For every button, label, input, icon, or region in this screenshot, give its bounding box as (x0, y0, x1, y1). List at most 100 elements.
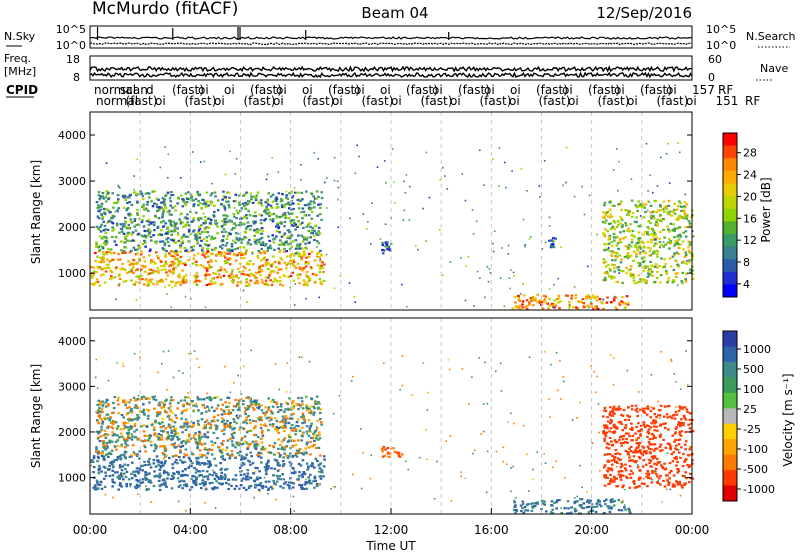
echo-cell (235, 442, 239, 445)
echo-cell (111, 427, 115, 430)
echo-cell-sparse (117, 445, 119, 447)
echo-cell (309, 424, 313, 428)
echo-cell (292, 258, 295, 261)
echo-cell (136, 418, 139, 421)
echo-cell (611, 463, 614, 466)
echo-cell (650, 241, 653, 244)
echo-cell (200, 398, 203, 401)
echo-cell (288, 212, 291, 215)
echo-cell-sparse (202, 212, 205, 215)
echo-cell (626, 476, 629, 480)
echo-cell (277, 247, 280, 250)
echo-cell (245, 431, 249, 434)
echo-cell (613, 423, 616, 426)
echo-cell (102, 445, 105, 448)
echo-cell (204, 216, 207, 219)
echo-cell (320, 283, 323, 286)
echo-cell (126, 401, 129, 404)
echo-cell (652, 244, 656, 248)
echo-cell (224, 260, 227, 263)
echo-cell (244, 207, 247, 210)
echo-cell (202, 484, 206, 487)
echo-cell (212, 214, 215, 217)
echo-cell (678, 431, 682, 434)
echo-cell-sparse (539, 196, 541, 198)
echo-cell (279, 444, 282, 447)
echo-cell (320, 423, 323, 426)
echo-cell (317, 401, 320, 404)
echo-cell (128, 232, 131, 235)
echo-cell (116, 425, 120, 428)
echo-cell-sparse (439, 178, 441, 181)
echo-cell (279, 283, 282, 286)
echo-cell (171, 262, 175, 265)
echo-cell (136, 480, 140, 483)
echo-cell (289, 408, 293, 411)
echo-cell (289, 413, 293, 416)
echo-cell (303, 204, 307, 207)
echo-cell-sparse (288, 439, 290, 441)
echo-cell (184, 428, 188, 431)
echo-cell (205, 267, 208, 270)
echo-cell (115, 222, 119, 225)
echo-cell (258, 418, 261, 421)
echo-cell (159, 426, 163, 429)
echo-cell (517, 294, 520, 297)
echo-cell (242, 253, 246, 256)
echo-cell (252, 403, 256, 406)
echo-cell (621, 429, 624, 432)
echo-cell (607, 447, 611, 450)
echo-cell (173, 421, 177, 424)
echo-cell (126, 406, 129, 409)
echo-cell-sparse (338, 394, 341, 397)
echo-cell (628, 510, 631, 513)
echo-cell (104, 200, 108, 203)
echo-cell-sparse (115, 298, 117, 301)
echo-cell (167, 425, 170, 428)
echo-cell (100, 223, 103, 226)
echo-cell (170, 435, 174, 438)
echo-cell (117, 258, 120, 261)
echo-cell (645, 413, 649, 416)
echo-cell-sparse (538, 185, 541, 187)
echo-cell (234, 398, 238, 402)
echo-cell (263, 252, 267, 255)
echo-cell-sparse (384, 160, 386, 162)
echo-cell (198, 225, 201, 229)
echo-cell-sparse (163, 457, 166, 460)
echo-cell (618, 453, 622, 456)
echo-cell (202, 202, 205, 206)
echo-cell-sparse (444, 175, 446, 177)
echo-cell (677, 246, 681, 249)
echo-cell (245, 422, 249, 425)
echo-cell-sparse (318, 296, 320, 299)
echo-cell-sparse (565, 146, 568, 149)
echo-cell (619, 231, 622, 234)
echo-cell (309, 453, 312, 456)
echo-cell (617, 203, 621, 206)
echo-cell (606, 505, 610, 508)
echo-cell (269, 195, 273, 198)
echo-cell (273, 453, 276, 456)
echo-cell (144, 478, 148, 481)
echo-cell (297, 234, 300, 237)
echo-cell (614, 441, 618, 444)
echo-cell (154, 398, 158, 402)
echo-cell (207, 409, 211, 412)
echo-cell-sparse (526, 190, 528, 192)
echo-cell (98, 250, 101, 253)
echo-cell (668, 230, 671, 233)
echo-cell (230, 453, 234, 456)
echo-cell (300, 267, 304, 270)
echo-cell (626, 209, 629, 212)
echo-cell (647, 447, 651, 450)
echo-cell (672, 210, 675, 213)
echo-cell (244, 273, 248, 276)
echo-cell (278, 475, 282, 478)
echo-cell (661, 266, 665, 269)
echo-cell (276, 469, 280, 472)
echo-cell (315, 240, 319, 243)
echo-cell (216, 276, 219, 279)
echo-cell (114, 267, 118, 270)
echo-cell-sparse (315, 426, 318, 429)
